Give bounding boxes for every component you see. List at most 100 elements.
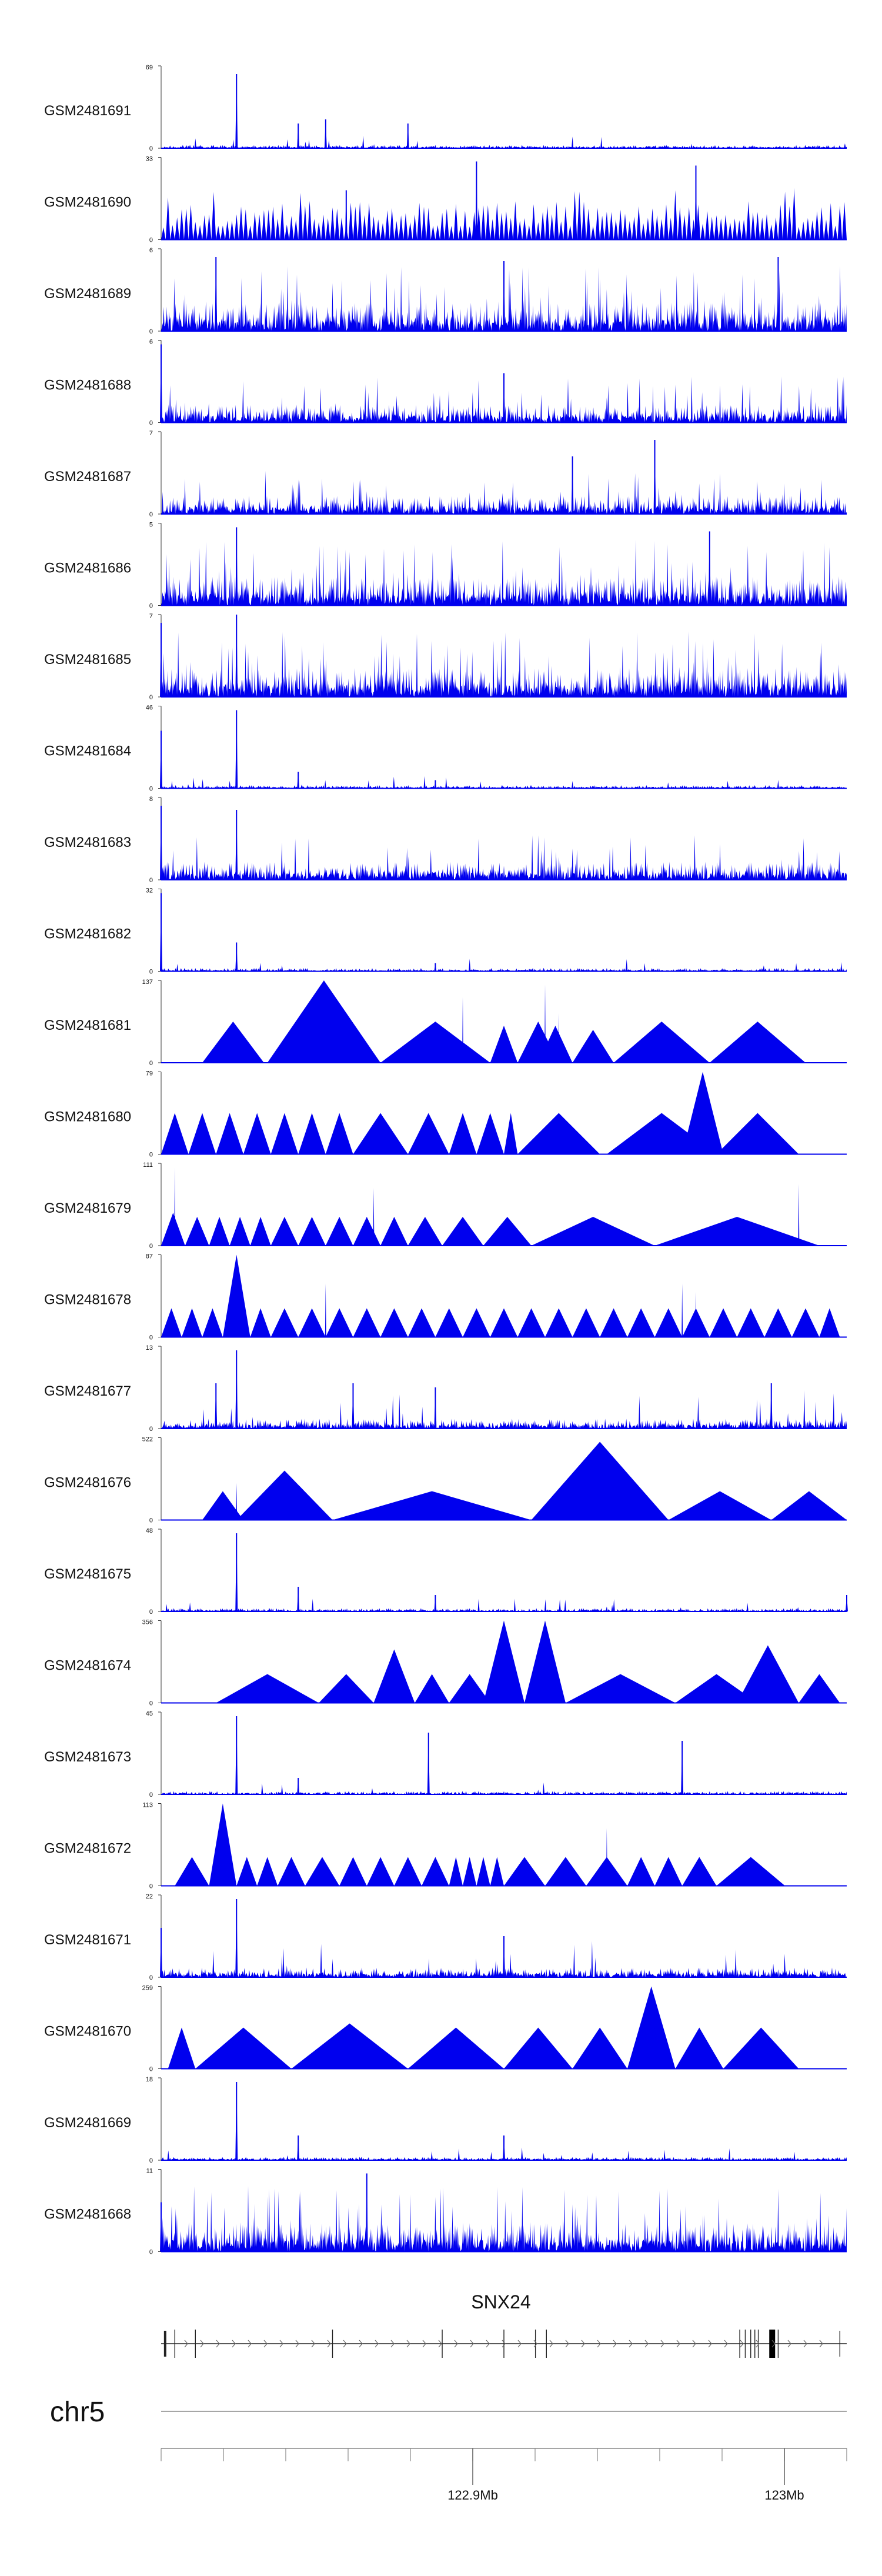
y-min-label: 0 — [149, 511, 153, 518]
signal-area — [161, 1941, 847, 1977]
strand-arrow — [644, 2340, 649, 2348]
strand-arrow — [279, 2340, 283, 2348]
strand-arrow — [263, 2340, 268, 2348]
y-max-label: 79 — [146, 1070, 153, 1077]
y-min-label: 0 — [149, 1334, 153, 1342]
track-GSM2481688: GSM2481688 6 0 — [44, 339, 847, 427]
strand-arrow — [613, 2340, 617, 2348]
track-GSM2481672: GSM2481672 113 0 — [44, 1802, 847, 1890]
track-GSM2481685: GSM2481685 7 0 — [44, 613, 847, 701]
signal-area — [161, 2186, 847, 2252]
y-max-label: 46 — [146, 705, 153, 712]
y-max-label: 259 — [142, 1985, 153, 1992]
y-max-label: 18 — [146, 2076, 153, 2083]
track-label: GSM2481682 — [44, 926, 131, 942]
y-min-label: 0 — [149, 969, 153, 976]
track-label: GSM2481680 — [44, 1109, 131, 1125]
signal-area — [161, 376, 847, 423]
track-label: GSM2481668 — [44, 2207, 131, 2223]
track-label: GSM2481686 — [44, 560, 131, 576]
y-min-label: 0 — [149, 328, 153, 335]
track-label: GSM2481687 — [44, 469, 131, 485]
track-label: GSM2481671 — [44, 1932, 131, 1948]
track-label: GSM2481673 — [44, 1749, 131, 1765]
strand-arrow — [549, 2340, 553, 2348]
track-GSM2481686: GSM2481686 5 0 — [44, 522, 847, 610]
strand-arrow — [740, 2340, 744, 2348]
y-max-label: 7 — [149, 613, 153, 620]
y-max-label: 8 — [149, 796, 153, 803]
signal-area — [161, 1782, 847, 1794]
y-min-label: 0 — [149, 1517, 153, 1524]
track-label: GSM2481685 — [44, 652, 131, 668]
track-GSM2481681: GSM2481681 137 0 — [44, 979, 847, 1067]
strand-arrow — [327, 2340, 331, 2348]
y-min-label: 0 — [149, 1609, 153, 1616]
y-max-label: 6 — [149, 339, 153, 346]
track-GSM2481682: GSM2481682 32 0 — [44, 887, 847, 976]
y-min-label: 0 — [149, 786, 153, 793]
track-GSM2481679: GSM2481679 111 0 — [44, 1162, 847, 1250]
track-GSM2481689: GSM2481689 6 0 — [44, 247, 847, 335]
strand-arrow — [676, 2340, 680, 2348]
y-max-label: 6 — [149, 247, 153, 254]
y-min-label: 0 — [149, 1700, 153, 1707]
y-max-label: 137 — [142, 979, 153, 986]
gene-track: SNX24 — [161, 2291, 847, 2358]
strand-arrow — [406, 2340, 410, 2348]
y-max-label: 48 — [146, 1527, 153, 1534]
signal-area — [161, 1167, 820, 1246]
y-max-label: 87 — [146, 1253, 153, 1260]
y-max-label: 356 — [142, 1619, 153, 1626]
signal-area — [161, 266, 847, 331]
signal-area — [168, 1986, 799, 2069]
strand-arrow — [438, 2340, 442, 2348]
y-min-label: 0 — [149, 603, 153, 610]
signal-area — [216, 1620, 840, 1703]
strand-arrow — [375, 2340, 379, 2348]
y-max-label: 11 — [146, 2168, 153, 2175]
strand-arrow — [787, 2340, 791, 2348]
track-label: GSM2481688 — [44, 378, 131, 393]
strand-arrow — [597, 2340, 601, 2348]
y-min-label: 0 — [149, 420, 153, 427]
strand-arrow — [629, 2340, 633, 2348]
signal-area — [161, 540, 847, 606]
track-GSM2481683: GSM2481683 8 0 — [44, 796, 847, 884]
track-GSM2481677: GSM2481677 13 0 — [44, 1344, 847, 1433]
strand-arrow — [359, 2340, 363, 2348]
y-min-label: 0 — [149, 1426, 153, 1433]
y-max-label: 113 — [142, 1802, 153, 1809]
signal-area — [175, 1803, 786, 1886]
signal-area — [161, 1072, 799, 1154]
signal-area — [161, 188, 847, 240]
track-GSM2481680: GSM2481680 79 0 — [44, 1070, 847, 1159]
track-label: GSM2481684 — [44, 743, 131, 759]
strand-arrow — [692, 2340, 696, 2348]
track-GSM2481675: GSM2481675 48 0 — [44, 1527, 848, 1616]
y-max-label: 522 — [142, 1436, 153, 1443]
chromosome-axis: chr5 122.9Mb 123Mb — [50, 2397, 847, 2502]
track-label: GSM2481672 — [44, 1841, 131, 1857]
track-label: GSM2481691 — [44, 103, 131, 119]
y-min-label: 0 — [149, 694, 153, 701]
gene-model — [161, 2330, 847, 2358]
gene-exon-start — [163, 2331, 166, 2357]
y-min-label: 0 — [149, 145, 153, 152]
strand-arrow — [517, 2340, 522, 2348]
track-GSM2481673: GSM2481673 45 0 — [44, 1710, 847, 1798]
y-max-label: 13 — [146, 1344, 153, 1352]
track-GSM2481674: GSM2481674 356 0 — [44, 1619, 847, 1707]
y-min-label: 0 — [149, 1243, 153, 1250]
strand-arrow — [756, 2340, 760, 2348]
strand-arrow — [454, 2340, 458, 2348]
strand-arrow — [771, 2340, 776, 2348]
signal-area — [161, 631, 847, 697]
strand-arrow — [216, 2340, 220, 2348]
strand-arrow — [422, 2340, 426, 2348]
strand-arrow — [184, 2340, 188, 2348]
strand-arrow — [533, 2340, 537, 2348]
strand-arrow — [565, 2340, 569, 2348]
signal-area — [161, 1390, 847, 1429]
